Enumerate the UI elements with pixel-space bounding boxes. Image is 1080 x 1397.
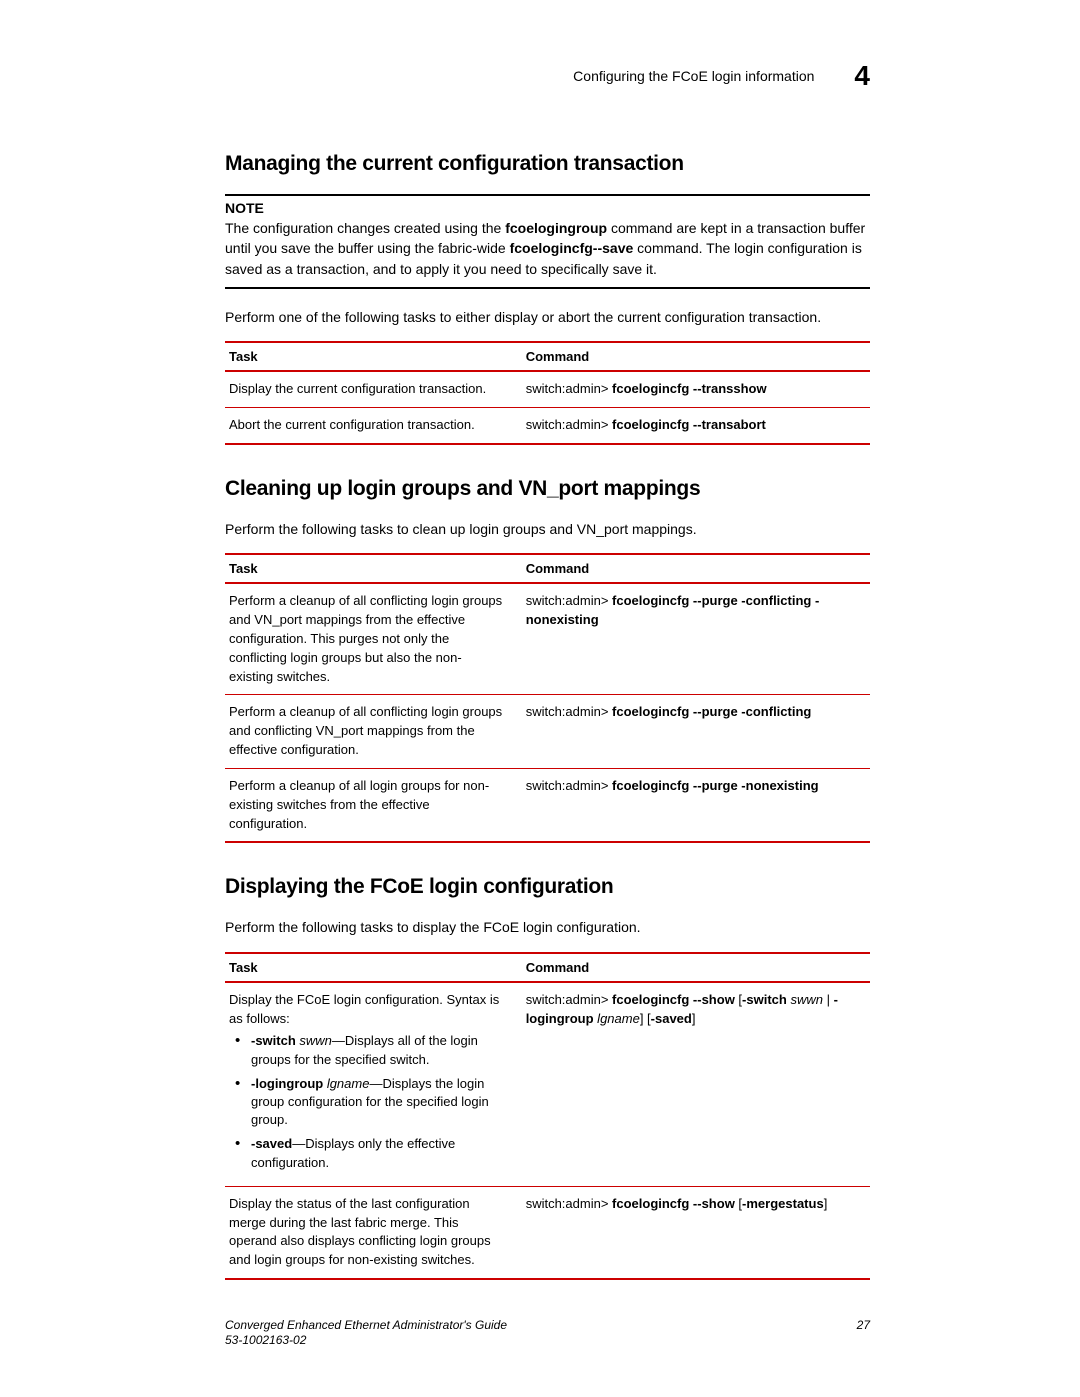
page-number: 27 [857, 1318, 870, 1349]
table-row: Abort the current configuration transact… [225, 408, 870, 444]
note-label: NOTE [225, 194, 870, 216]
section-managing-transaction: Managing the current configuration trans… [225, 152, 870, 445]
col-task: Task [225, 342, 522, 371]
table-row: Perform a cleanup of all conflicting log… [225, 583, 870, 695]
table-row: Display the current configuration transa… [225, 371, 870, 407]
heading-cleaning: Cleaning up login groups and VN_port map… [225, 477, 870, 501]
heading-displaying: Displaying the FCoE login configuration [225, 875, 870, 899]
col-task: Task [225, 953, 522, 982]
table-row: Display the FCoE login configuration. Sy… [225, 982, 870, 1187]
col-command: Command [522, 953, 870, 982]
list-item: -logingroup lgname—Displays the login gr… [229, 1075, 506, 1130]
header-title: Configuring the FCoE login information [573, 68, 814, 84]
section-cleaning-up: Cleaning up login groups and VN_port map… [225, 477, 870, 844]
task-cell: Abort the current configuration transact… [225, 408, 522, 444]
list-item: -saved—Displays only the effective confi… [229, 1135, 506, 1171]
note-box: NOTE The configuration changes created u… [225, 194, 870, 289]
intro-managing: Perform one of the following tasks to ei… [225, 307, 870, 327]
command-cell: switch:admin> fcoelogincfg --purge -conf… [522, 695, 870, 769]
table-managing: Task Command Display the current configu… [225, 341, 870, 445]
command-cell: switch:admin> fcoelogincfg --show [-merg… [522, 1186, 870, 1279]
intro-displaying: Perform the following tasks to display t… [225, 917, 870, 937]
table-displaying: Task Command Display the FCoE login conf… [225, 952, 870, 1280]
table-cleaning: Task Command Perform a cleanup of all co… [225, 553, 870, 843]
intro-cleaning: Perform the following tasks to clean up … [225, 519, 870, 539]
command-cell: switch:admin> fcoelogincfg --show [-swit… [522, 982, 870, 1187]
col-command: Command [522, 342, 870, 371]
table-row: Perform a cleanup of all conflicting log… [225, 695, 870, 769]
command-cell: switch:admin> fcoelogincfg --transshow [522, 371, 870, 407]
bullet-list: -switch swwn—Displays all of the login g… [229, 1032, 506, 1171]
task-cell: Display the current configuration transa… [225, 371, 522, 407]
task-cell: Perform a cleanup of all conflicting log… [225, 695, 522, 769]
chapter-number: 4 [854, 60, 870, 92]
section-displaying: Displaying the FCoE login configuration … [225, 875, 870, 1280]
col-task: Task [225, 554, 522, 583]
command-cell: switch:admin> fcoelogincfg --purge -conf… [522, 583, 870, 695]
task-cell: Display the FCoE login configuration. Sy… [225, 982, 522, 1187]
command-cell: switch:admin> fcoelogincfg --transabort [522, 408, 870, 444]
task-cell: Display the status of the last configura… [225, 1186, 522, 1279]
table-row: Display the status of the last configura… [225, 1186, 870, 1279]
table-row: Perform a cleanup of all login groups fo… [225, 768, 870, 842]
page-footer: Converged Enhanced Ethernet Administrato… [225, 1318, 870, 1349]
page-header: Configuring the FCoE login information 4 [225, 60, 870, 92]
footer-doc-info: Converged Enhanced Ethernet Administrato… [225, 1318, 507, 1349]
command-cell: switch:admin> fcoelogincfg --purge -none… [522, 768, 870, 842]
list-item: -switch swwn—Displays all of the login g… [229, 1032, 506, 1068]
task-cell: Perform a cleanup of all conflicting log… [225, 583, 522, 695]
heading-managing: Managing the current configuration trans… [225, 152, 870, 176]
col-command: Command [522, 554, 870, 583]
note-text: The configuration changes created using … [225, 218, 870, 279]
task-cell: Perform a cleanup of all login groups fo… [225, 768, 522, 842]
